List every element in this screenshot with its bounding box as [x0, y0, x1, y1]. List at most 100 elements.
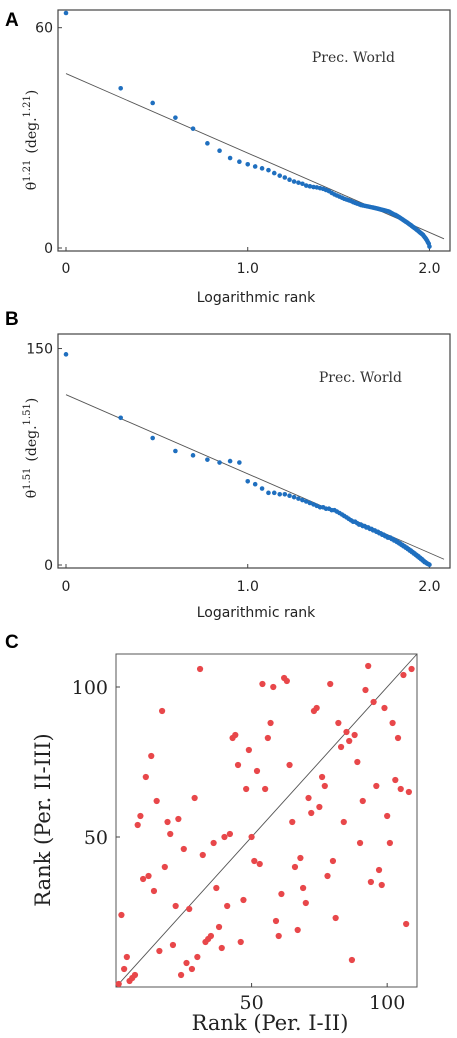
panel-c-point [375, 866, 383, 874]
panel-b-point [252, 481, 258, 487]
panel-c-point [226, 830, 233, 838]
panel-c-point [240, 896, 247, 904]
panel-c-point [186, 905, 193, 913]
svg-text:θ1.21(deg.1.21): θ1.21(deg.1.21) [22, 90, 40, 191]
panel-c-point [340, 818, 347, 826]
panel-a-point [287, 177, 292, 183]
panel-a-point [291, 179, 297, 184]
panel-b-y-tick-label: 150 [26, 342, 53, 358]
panel-a-point [118, 85, 124, 91]
panel-c-point [115, 980, 122, 988]
panel-c-point [335, 719, 342, 727]
panel-b-ylabel: θ1.51(deg.1.51) [22, 398, 40, 499]
panel-c-point [262, 785, 269, 793]
panel-c-point [300, 884, 307, 892]
panel-c-point [153, 797, 160, 805]
panel-a-point [245, 161, 251, 167]
panel-a-point [190, 126, 196, 131]
panel-b-point [245, 479, 251, 484]
panel-c-point [308, 809, 315, 817]
panel-c-point [356, 839, 364, 847]
panel-c-point [316, 803, 323, 811]
panel-c-point [248, 833, 255, 841]
panel-b-point [63, 352, 69, 357]
panel-a-point [259, 166, 265, 171]
panel-c-point [199, 851, 206, 859]
panel-c-y-tick-label: 50 [84, 827, 108, 849]
panel-c-point [373, 782, 380, 790]
panel-c-point [215, 923, 223, 931]
panel-c-x-tick-label: 50 [239, 992, 263, 1014]
panel-c-point [264, 734, 271, 742]
panel-b-point [296, 496, 301, 501]
panel-c-xlabel: Rank (Per. I-II) [192, 1011, 349, 1035]
panel-a-point [303, 183, 309, 188]
panel-c-point [137, 812, 144, 820]
panel-b-point [118, 415, 124, 421]
panel-c-point [213, 884, 220, 892]
panel-c-point [194, 953, 201, 961]
panel-b-point [190, 453, 196, 458]
panel-b-point [271, 490, 277, 496]
panel-a: A Prec. World Logarithmic rank θ1.21(deg… [5, 9, 451, 306]
panel-a-point [252, 164, 258, 169]
panel-b-point [307, 500, 313, 506]
panel-c-point [354, 758, 361, 766]
panel-a-point [296, 180, 301, 185]
panel-b-point [277, 491, 283, 497]
panel-c-point [188, 965, 196, 973]
panel-b: B Prec. World Logarithmic rank θ1.51(deg… [5, 309, 451, 621]
panel-a-point [150, 100, 155, 106]
panel-b-ylabel-unit-exp: 1.51 [22, 403, 33, 425]
panel-c-point [196, 665, 204, 673]
panel-a-point [173, 115, 178, 120]
panel-c-point [386, 839, 393, 847]
panel-c-point [272, 917, 280, 925]
panel-c-point [224, 902, 231, 910]
panel-a-point [300, 181, 305, 187]
panel-c-point [172, 902, 179, 910]
panel-b-point [150, 435, 155, 441]
panel-c-point [245, 746, 252, 754]
panel-a-x-tick-label: 2.0 [418, 261, 440, 277]
panel-c-point [175, 815, 182, 823]
panel-c-point [145, 872, 152, 880]
panel-a-x-tick-label: 0 [62, 261, 71, 277]
panel-c-point [237, 938, 244, 946]
panel-c-point [180, 845, 187, 853]
panel-c-point [118, 911, 125, 919]
panel-a-y-tick-label: 0 [44, 241, 53, 257]
panel-c-point [297, 854, 304, 862]
panel-a-ylabel-unit: (deg. [24, 117, 40, 153]
panel-c-point [329, 857, 337, 865]
panel-c-point [183, 959, 190, 967]
panel-c-point [164, 818, 171, 826]
panel-b-point [303, 499, 309, 504]
panel-c-point [289, 818, 296, 826]
panel-c-point [291, 863, 299, 871]
panel-a-fit-line [65, 73, 445, 240]
panel-a-ylabel-base: θ [24, 182, 40, 190]
panel-c-point [134, 821, 141, 829]
panel-c-point [286, 761, 293, 769]
panel-b-xlabel: Logarithmic rank [197, 605, 316, 621]
panel-c-point [351, 731, 358, 739]
panel-c-point [337, 743, 345, 751]
panel-c: C Rank (Per. I-II) Rank (Per. II-III) 50… [5, 632, 418, 1035]
panel-b-point [427, 562, 432, 568]
panel-c-point [150, 887, 158, 895]
panel-c-point [142, 773, 149, 781]
panel-b-ylabel-close: ) [24, 398, 40, 403]
panel-c-point [278, 890, 285, 898]
panel-c-point [177, 971, 185, 979]
panel-a-ylabel-exp: 1.21 [22, 160, 33, 182]
panel-c-point [232, 731, 239, 739]
panel-b-ylabel-exp: 1.51 [22, 468, 33, 490]
panel-b-point [173, 448, 178, 454]
panel-b-x-tick-label: 1.0 [237, 579, 259, 595]
panel-c-point [324, 872, 331, 880]
panel-a-point [307, 184, 313, 189]
panel-c-point [359, 797, 366, 805]
panel-a-point [217, 148, 222, 153]
